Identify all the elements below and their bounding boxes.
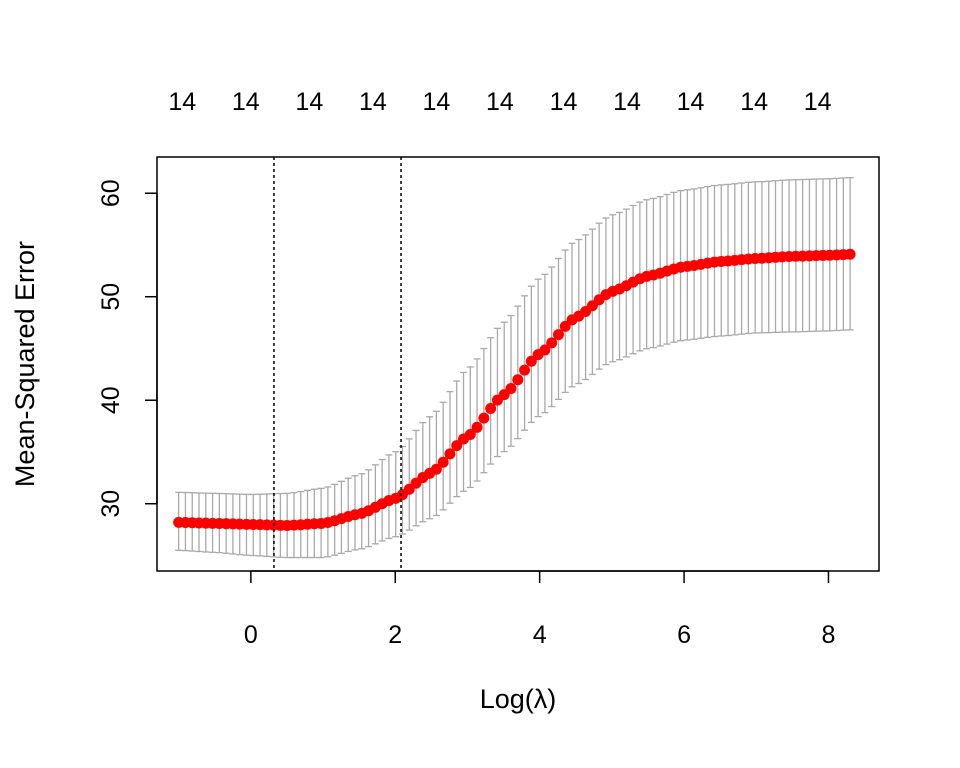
- top-axis-label: 14: [740, 88, 768, 116]
- data-point: [844, 248, 856, 260]
- x-tick-label: 2: [388, 621, 402, 649]
- y-tick-label: 50: [97, 283, 125, 311]
- data-point: [546, 337, 558, 349]
- data-point: [444, 448, 456, 460]
- top-axis-label: 14: [168, 88, 196, 116]
- x-tick-label: 0: [244, 621, 258, 649]
- top-axis-label: 14: [677, 88, 705, 116]
- reference-lines: [273, 157, 402, 571]
- y-tick-label: 60: [97, 179, 125, 207]
- top-axis-label: 14: [613, 88, 641, 116]
- top-axis-df-labels: 14 14 14 14 14 14 14 14 14 14 14: [168, 88, 831, 116]
- data-point: [485, 402, 497, 414]
- top-axis-label: 14: [804, 88, 832, 116]
- x-axis-title: Log(λ): [480, 684, 557, 714]
- y-tick-label: 30: [97, 490, 125, 518]
- data-point: [505, 383, 517, 395]
- error-bars: [175, 177, 854, 559]
- top-axis-label: 14: [423, 88, 451, 116]
- x-tick-label: 4: [533, 621, 547, 649]
- data-point: [478, 412, 490, 424]
- data-point: [552, 329, 564, 341]
- data-point: [451, 440, 463, 452]
- data-point: [471, 421, 483, 433]
- top-axis-label: 14: [232, 88, 260, 116]
- y-tick-label: 40: [97, 386, 125, 414]
- data-point: [539, 344, 551, 356]
- data-point: [437, 456, 449, 468]
- x-tick-label: 6: [677, 621, 691, 649]
- x-axis: 0 2 4 6 8: [244, 570, 836, 649]
- mse-points: [173, 248, 856, 531]
- data-point: [559, 320, 571, 332]
- top-axis-label: 14: [295, 88, 323, 116]
- data-point: [525, 355, 537, 367]
- data-point: [512, 374, 524, 386]
- data-point: [464, 428, 476, 440]
- y-axis: 30 40 50 60: [97, 179, 158, 518]
- top-axis-label: 14: [359, 88, 387, 116]
- x-tick-label: 8: [822, 621, 836, 649]
- top-axis-label: 14: [486, 88, 514, 116]
- y-axis-title: Mean-Squared Error: [10, 241, 40, 487]
- data-point: [430, 463, 442, 475]
- data-point: [519, 364, 531, 376]
- top-axis-label: 14: [550, 88, 578, 116]
